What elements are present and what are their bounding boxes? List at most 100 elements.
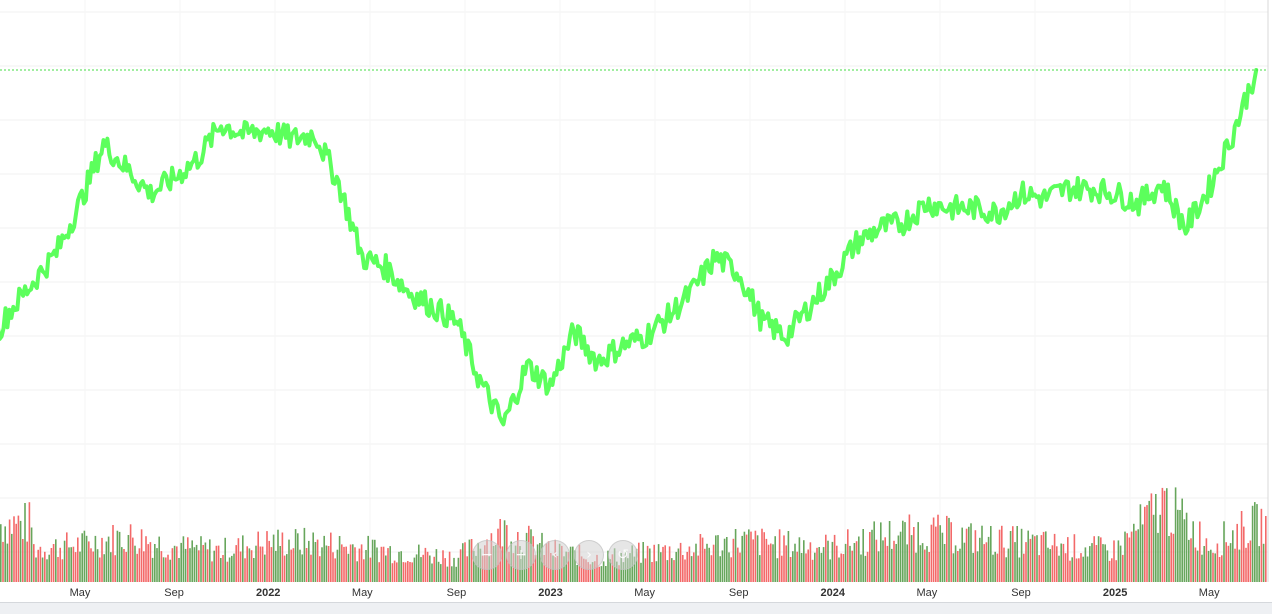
volume-bar — [642, 542, 644, 582]
volume-bar — [44, 551, 46, 582]
volume-bar — [404, 562, 407, 582]
volume-bar — [829, 559, 831, 582]
volume-bar — [1029, 538, 1032, 582]
volume-bar — [24, 503, 26, 582]
volume-bar — [255, 545, 257, 582]
volume-bar — [224, 537, 226, 582]
volume-bar — [950, 522, 952, 582]
volume-bar — [1040, 535, 1043, 582]
volume-bar — [598, 566, 600, 582]
volume-bar — [459, 549, 462, 582]
volume-bar — [831, 541, 834, 582]
volume-bar — [651, 562, 653, 582]
volume-bar — [253, 558, 255, 582]
volume-bar — [952, 553, 955, 582]
volume-bar — [1122, 554, 1124, 582]
volume-bar — [741, 535, 743, 582]
volume-bar — [653, 544, 655, 582]
volume-bar — [891, 548, 893, 582]
volume-bar — [444, 558, 446, 582]
volume-bar — [88, 541, 90, 582]
volume-bar — [730, 557, 732, 582]
zoom-out-button[interactable]: − — [472, 540, 502, 570]
volume-bar — [860, 554, 862, 582]
volume-bar — [336, 549, 339, 582]
volume-bar — [668, 546, 671, 582]
x-tick-label: May — [634, 587, 655, 599]
volume-bar — [961, 527, 963, 582]
volume-bar — [345, 546, 347, 582]
volume-bar — [895, 544, 897, 582]
volume-bar — [125, 551, 127, 582]
volume-bar — [965, 528, 968, 582]
volume-bar — [1093, 536, 1095, 582]
volume-bar — [305, 548, 308, 582]
volume-bar — [1240, 511, 1243, 582]
volume-bar — [206, 549, 209, 582]
volume-bar — [457, 557, 460, 582]
volume-bar — [807, 549, 809, 582]
volume-bar — [259, 546, 262, 582]
volume-bar — [398, 551, 400, 582]
volume-bar — [1210, 549, 1212, 582]
x-tick-label: May — [352, 587, 373, 599]
volume-bar — [932, 517, 935, 582]
volume-bar — [937, 514, 939, 582]
volume-bar — [1012, 526, 1014, 582]
x-tick-label: May — [917, 587, 938, 599]
volume-bar — [50, 548, 53, 582]
volume-bar — [74, 552, 77, 582]
volume-bar — [508, 551, 510, 582]
volume-bar — [462, 543, 464, 582]
volume-bar — [840, 553, 842, 582]
x-tick-label: 2022 — [256, 587, 280, 599]
volume-bar — [411, 562, 413, 582]
volume-bar — [189, 548, 191, 582]
zoom-in-button[interactable]: + — [506, 540, 536, 570]
volume-bar — [712, 544, 715, 582]
volume-bar — [180, 542, 182, 582]
volume-bar — [101, 537, 103, 582]
x-tick-label: Sep — [1011, 587, 1031, 599]
volume-bar — [589, 564, 592, 582]
volume-bar — [875, 539, 878, 582]
volume-bar — [671, 558, 673, 582]
chart-navigation-buttons: − + ‹ › ↺ — [472, 540, 638, 572]
volume-bar — [576, 565, 578, 582]
volume-bar — [825, 534, 827, 582]
volume-bar — [715, 535, 717, 582]
volume-bar — [596, 554, 598, 582]
x-tick-label: 2023 — [538, 587, 562, 599]
volume-bar — [847, 529, 849, 582]
volume-bar — [886, 545, 889, 582]
volume-bar — [422, 554, 424, 582]
volume-bar — [1071, 557, 1073, 582]
scroll-left-button[interactable]: ‹ — [540, 540, 570, 570]
volume-bar — [1031, 534, 1034, 582]
volume-bar — [437, 561, 440, 582]
scroll-right-button[interactable]: › — [574, 540, 604, 570]
volume-bar — [105, 541, 108, 582]
volume-bar — [501, 546, 504, 582]
volume-bar — [41, 557, 44, 582]
volume-bar — [877, 551, 880, 582]
volume-bar — [156, 548, 158, 582]
volume-bar — [717, 535, 719, 582]
volume-bar — [591, 562, 594, 582]
volume-bar — [211, 561, 213, 582]
volume-bar — [814, 552, 816, 582]
volume-bar — [429, 555, 431, 582]
volume-bar — [385, 555, 387, 582]
volume-bar — [701, 537, 704, 582]
reset-button[interactable]: ↺ — [608, 540, 638, 570]
volume-bar — [908, 514, 911, 582]
volume-bar — [268, 540, 270, 582]
volume-bar — [882, 540, 884, 582]
volume-bar — [756, 535, 759, 582]
volume-bar — [1203, 546, 1205, 582]
volume-bar — [913, 527, 915, 582]
volume-bar — [1018, 557, 1021, 582]
volume-bar — [583, 558, 585, 582]
